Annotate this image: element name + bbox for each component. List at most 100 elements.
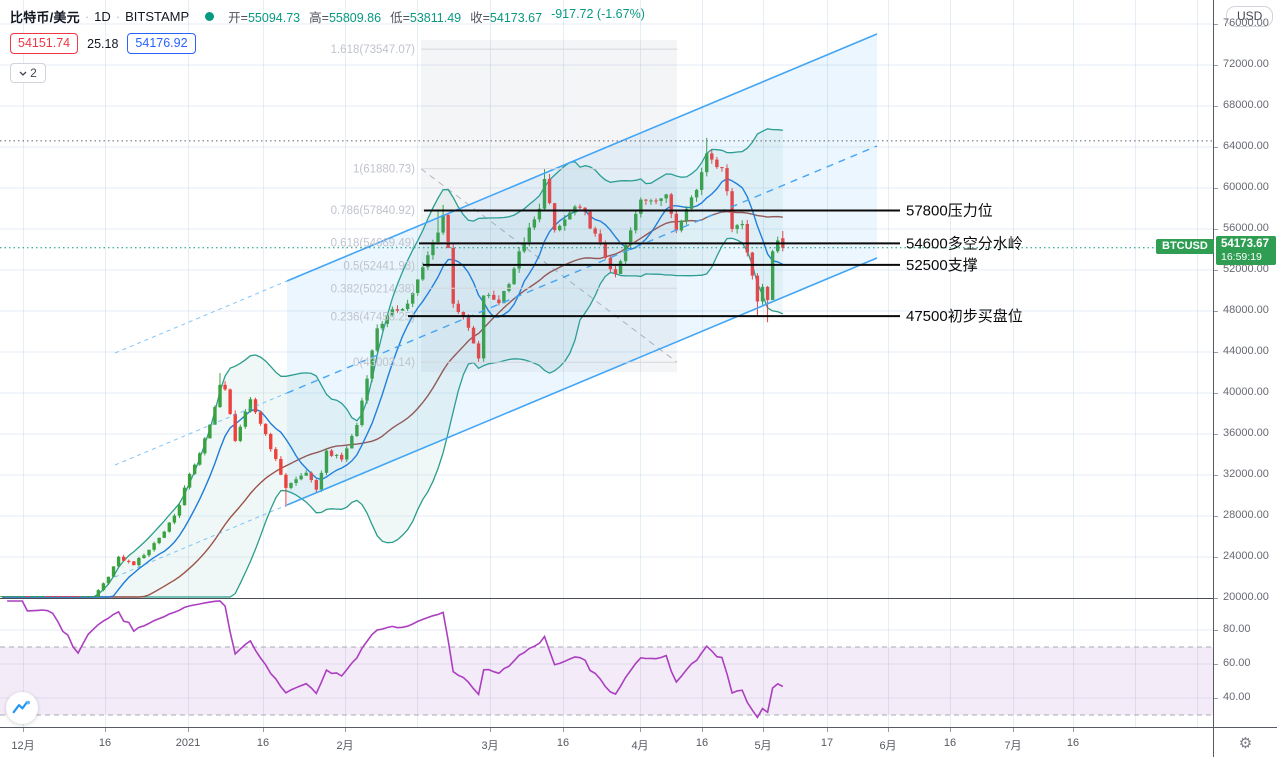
time-tick-label: 2021 bbox=[175, 737, 201, 749]
price-tick-label: 68000.00 bbox=[1223, 99, 1269, 111]
tick-mark bbox=[1214, 557, 1218, 558]
bar-countdown: 16:59:19 bbox=[1221, 250, 1262, 263]
time-tick-label: 4月 bbox=[631, 740, 649, 752]
symbol-name: 比特币/美元 bbox=[10, 9, 80, 25]
tradingview-mountain-icon bbox=[12, 700, 31, 714]
price-tick-label: 52000.00 bbox=[1223, 263, 1269, 275]
indicators-collapse-button[interactable]: 2 bbox=[10, 63, 46, 83]
channel-upper-line bbox=[286, 33, 878, 282]
price-tick-label: 24000.00 bbox=[1223, 550, 1269, 562]
candlesticks bbox=[0, 137, 785, 597]
time-tick-label: 12月 bbox=[11, 740, 35, 752]
time-axis[interactable]: ⚙ 12月 16 2021 16 2月 3月 16 4月 16 5月 17 6月 16 7月 16 bbox=[0, 727, 1277, 757]
tick-mark bbox=[188, 728, 189, 732]
exchange-label: BITSTAMP bbox=[125, 8, 190, 24]
time-tick-label: 17 bbox=[820, 737, 834, 749]
ray-label[interactable]: 52500支撑 bbox=[906, 257, 978, 274]
tick-mark bbox=[105, 728, 106, 732]
tick-mark bbox=[1214, 664, 1218, 665]
rsi-pane bbox=[0, 600, 1213, 719]
price-axis[interactable]: USD 54173.67 16:59:19 76000.00 72000.00 68… bbox=[1213, 0, 1277, 727]
tick-mark bbox=[827, 728, 828, 732]
tick-mark bbox=[563, 728, 564, 732]
time-tick-label: 16 bbox=[556, 737, 570, 749]
ray-label[interactable]: 54600多空分水岭 bbox=[906, 235, 1023, 252]
market-status-icon bbox=[205, 11, 215, 21]
tick-mark bbox=[1214, 393, 1218, 394]
time-tick-label: 16 bbox=[1066, 737, 1080, 749]
price-tick-label: 32000.00 bbox=[1223, 468, 1269, 480]
tick-mark bbox=[1214, 434, 1218, 435]
separator: · bbox=[84, 8, 90, 24]
price-tick-label: 72000.00 bbox=[1223, 58, 1269, 70]
tick-mark bbox=[1013, 728, 1014, 732]
channel-lower-line bbox=[286, 257, 878, 506]
ray-label[interactable]: 47500初步买盘位 bbox=[906, 307, 1023, 325]
symbol-price-flag: BTCUSD bbox=[1156, 238, 1214, 254]
time-tick-label: 2月 bbox=[336, 740, 354, 752]
tick-mark bbox=[1073, 728, 1074, 732]
tick-mark bbox=[1214, 475, 1218, 476]
ray-label[interactable]: 57800压力位 bbox=[906, 203, 993, 220]
price-tick-label: 44000.00 bbox=[1223, 345, 1269, 357]
time-tick-label: 16 bbox=[943, 737, 957, 749]
price-tick-label: 60000.00 bbox=[1223, 181, 1269, 193]
tick-mark bbox=[763, 728, 764, 732]
currency-button[interactable]: USD bbox=[1226, 6, 1274, 27]
fib-level-label: 0.382(50214.38) bbox=[331, 283, 416, 295]
indicator-lines bbox=[2, 128, 784, 598]
close-value: 54173.67 bbox=[489, 10, 543, 25]
time-tick-label: 6月 bbox=[879, 740, 897, 752]
price-tick-label: 40000.00 bbox=[1223, 386, 1269, 398]
gear-icon[interactable]: ⚙ bbox=[1238, 734, 1253, 752]
price-tick-label: 56000.00 bbox=[1223, 222, 1269, 234]
tick-mark bbox=[1214, 698, 1218, 699]
price-tick-label: 64000.00 bbox=[1223, 140, 1269, 152]
tick-mark bbox=[702, 728, 703, 732]
tick-mark bbox=[1214, 106, 1218, 107]
time-tick-label: 16 bbox=[256, 737, 270, 749]
tick-mark bbox=[888, 728, 889, 732]
drawing-values-row: 54151.74 25.18 54176.92 bbox=[10, 33, 645, 54]
channel-middle-line bbox=[286, 145, 878, 394]
interval-label: 1D bbox=[94, 8, 111, 24]
fib-level-label: 0.618(54669.49) bbox=[331, 238, 416, 250]
time-tick-label: 3月 bbox=[481, 740, 499, 752]
high-value: 55809.86 bbox=[328, 10, 382, 25]
tradingview-logo[interactable] bbox=[6, 692, 38, 724]
fib-level-label: 0.236(47458.25) bbox=[331, 312, 416, 324]
collapsed-count: 2 bbox=[30, 66, 37, 80]
upper-price-tag[interactable]: 54176.92 bbox=[127, 33, 196, 54]
tick-mark bbox=[23, 728, 24, 732]
price-tick-label: 28000.00 bbox=[1223, 509, 1269, 521]
spread-value: 25.18 bbox=[87, 36, 119, 51]
tick-mark bbox=[1214, 24, 1218, 25]
tick-mark bbox=[490, 728, 491, 732]
symbol-title-row[interactable]: 比特币/美元 · 1D · BITSTAMP 开=55094.73 高=5580… bbox=[10, 7, 645, 25]
open-value: 55094.73 bbox=[247, 10, 301, 25]
tick-mark bbox=[1214, 352, 1218, 353]
close-label: 收= bbox=[470, 10, 490, 25]
price-tick-label: 48000.00 bbox=[1223, 304, 1269, 316]
chart-canvas[interactable]: 1.618(73547.07) 1(61880.73) 0.786(57840.92… bbox=[0, 0, 1213, 727]
time-tick-label: 16 bbox=[695, 737, 709, 749]
annotation-rays[interactable]: 57800压力位 54600多空分水岭 52500支撑 47500初步买盘位 bbox=[408, 203, 1023, 326]
time-tick-label: 16 bbox=[98, 737, 112, 749]
fib-level-label: 1.618(73547.07) bbox=[331, 44, 416, 56]
chevron-down-icon bbox=[19, 71, 27, 76]
rsi-line bbox=[7, 600, 784, 719]
fib-level-label: 0.5(52441.93) bbox=[343, 260, 415, 272]
price-tick-label: 20000.00 bbox=[1223, 591, 1269, 603]
bollinger-upper-band bbox=[2, 128, 783, 598]
ascending-channel-drawing[interactable] bbox=[114, 33, 878, 578]
last-price-value: 54173.67 bbox=[1221, 237, 1269, 250]
time-tick-label: 5月 bbox=[754, 740, 772, 752]
tick-mark bbox=[263, 728, 264, 732]
last-price-axis-label: 54173.67 16:59:19 bbox=[1216, 235, 1276, 265]
price-tick-label: 76000.00 bbox=[1223, 17, 1269, 29]
fib-level-label: 0.786(57840.92) bbox=[331, 205, 416, 217]
tick-mark bbox=[1214, 311, 1218, 312]
tick-mark bbox=[1214, 270, 1218, 271]
channel-upper-extension bbox=[114, 280, 288, 354]
lower-price-tag[interactable]: 54151.74 bbox=[10, 33, 79, 54]
